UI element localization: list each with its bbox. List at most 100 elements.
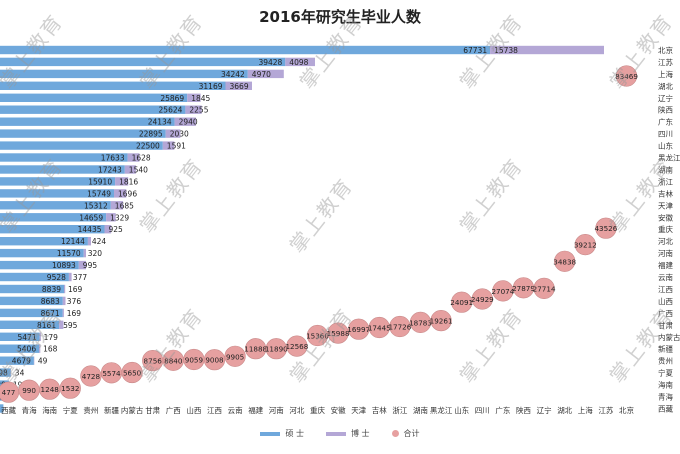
- bar-master-22: [0, 308, 63, 318]
- bar-master-label-15: 14435: [78, 225, 102, 234]
- total-dot-28: [574, 234, 596, 256]
- total-dot-label-13: 11890: [265, 345, 288, 354]
- bar-doctor-8: [162, 141, 175, 150]
- bar-doctor-label-15: 925: [109, 225, 124, 234]
- bar-doctor-14: [106, 213, 116, 222]
- bar-doctor-13: [110, 201, 123, 210]
- bar-master-16: [0, 237, 88, 246]
- bar-master-24: [0, 332, 40, 341]
- legend-item-master: 硕 士: [260, 428, 304, 439]
- bar-master-2: [0, 69, 248, 79]
- total-dot-label-18: 17445: [368, 324, 391, 333]
- bar-doctor-3: [225, 81, 252, 90]
- legend-item-total: 合计: [391, 428, 420, 439]
- bar-master-5: [0, 105, 186, 114]
- bar-doctor-label-5: 2255: [189, 106, 208, 115]
- bar-doctor-22: [62, 308, 64, 318]
- right-axis-label-22: 广西: [658, 308, 673, 318]
- bar-doctor-label-20: 169: [68, 285, 83, 294]
- bar-master-6: [0, 117, 175, 126]
- bar-master-label-19: 9528: [47, 273, 66, 282]
- legend-swatch-doctor: [326, 431, 346, 436]
- bar-master-label-3: 31169: [199, 82, 223, 91]
- bar-doctor-label-1: 4098: [289, 58, 308, 67]
- bar-master-11: [0, 177, 116, 186]
- total-dot-label-0: 477: [2, 388, 16, 397]
- bar-doctor-6: [174, 117, 196, 126]
- bottom-axis-label-25: 陕西: [516, 405, 531, 415]
- bar-master-12: [0, 189, 114, 198]
- total-dot-24: [492, 280, 514, 302]
- bar-doctor-2: [247, 69, 284, 79]
- bar-doctor-label-24: 179: [44, 333, 59, 342]
- bar-doctor-0: [490, 45, 604, 55]
- bar-master-0: [0, 45, 491, 55]
- bottom-axis-label-15: 重庆: [310, 405, 325, 415]
- bar-master-label-6: 24134: [148, 118, 172, 127]
- bar-master-label-26: 4679: [12, 357, 31, 366]
- bottom-axis-label-22: 山东: [454, 405, 469, 415]
- right-axis-label-7: 四川: [658, 130, 673, 139]
- bar-master-label-2: 34242: [221, 70, 245, 79]
- bar-doctor-label-11: 1816: [119, 177, 138, 186]
- total-dot-label-21: 19261: [430, 317, 453, 326]
- legend-label-doctor: 博 士: [351, 429, 370, 438]
- total-dot-label-28: 39212: [574, 241, 597, 250]
- legend: 硕 士 博 士 合计: [0, 428, 680, 439]
- bottom-axis-label-26: 辽宁: [537, 405, 552, 415]
- right-axis-label-0: 北京: [658, 45, 673, 55]
- total-dot-21: [430, 310, 452, 332]
- right-axis-label-21: 山西: [658, 296, 673, 306]
- bar-master-label-1: 39428: [258, 58, 282, 67]
- bar-doctor-25: [39, 344, 41, 353]
- right-axis-label-15: 重庆: [658, 224, 673, 234]
- bottom-axis-label-3: 宁夏: [63, 405, 78, 415]
- right-axis-label-26: 贵州: [658, 356, 673, 366]
- bottom-axis-label-1: 青海: [22, 405, 37, 415]
- right-axis-label-9: 黑龙江: [658, 153, 680, 163]
- bottom-axis-label-20: 湖南: [413, 405, 428, 415]
- legend-swatch-master: [260, 431, 281, 436]
- bar-master-30: [0, 404, 4, 413]
- bar-master-7: [0, 129, 166, 138]
- bottom-axis-label-0: 西藏: [1, 405, 16, 415]
- total-dot-label-30: 83469: [615, 72, 638, 81]
- bar-master-label-18: 10893: [52, 261, 76, 270]
- bar-doctor-label-4: 1845: [191, 94, 210, 103]
- bar-master-label-4: 25869: [160, 94, 184, 103]
- total-dot-label-10: 9008: [205, 356, 224, 365]
- bar-doctor-21: [62, 296, 66, 306]
- bar-doctor-15: [104, 225, 112, 234]
- right-axis-labels: 北京江苏上海湖北辽宁陕西广东四川山东黑龙江湖南浙江吉林天津安徽重庆河北河南福建云…: [658, 45, 680, 414]
- bar-master-23: [0, 320, 60, 329]
- bottom-axis-label-4: 贵州: [83, 405, 98, 415]
- total-dot-3: [59, 377, 81, 399]
- bar-doctor-label-14: 1329: [110, 213, 129, 222]
- total-dot-label-20: 18783: [409, 318, 432, 327]
- chart-title: 2016年研究生毕业人数: [259, 8, 421, 26]
- bar-master-17: [0, 248, 84, 258]
- bottom-axis-label-11: 云南: [228, 405, 243, 415]
- right-axis-label-28: 海南: [658, 380, 673, 390]
- bottom-axis-label-7: 甘肃: [145, 405, 160, 415]
- right-axis-label-3: 湖北: [658, 82, 673, 91]
- total-dot-label-9: 9059: [185, 356, 204, 365]
- total-dot-label-15: 15360: [306, 332, 329, 341]
- bar-doctor-20: [64, 284, 66, 294]
- right-axis-label-27: 宁夏: [658, 368, 673, 378]
- bottom-axis-label-14: 河北: [289, 406, 304, 415]
- total-dot-label-29: 43526: [594, 224, 617, 233]
- bar-doctor-label-19: 377: [73, 273, 88, 282]
- bar-master-14: [0, 213, 107, 222]
- bar-master-label-5: 25624: [159, 106, 183, 115]
- total-dot-label-24: 27074: [491, 287, 514, 296]
- total-dot-label-12: 11888: [244, 345, 267, 354]
- total-dot-label-19: 17726: [388, 323, 411, 332]
- total-dot-label-3: 1532: [61, 384, 79, 393]
- bottom-axis-label-13: 河南: [269, 405, 284, 415]
- right-axis-label-24: 内蒙古: [658, 332, 680, 342]
- bottom-axis-label-10: 江西: [207, 406, 222, 415]
- bottom-axis-label-27: 湖北: [557, 406, 572, 415]
- bar-doctor-label-26: 49: [38, 357, 48, 366]
